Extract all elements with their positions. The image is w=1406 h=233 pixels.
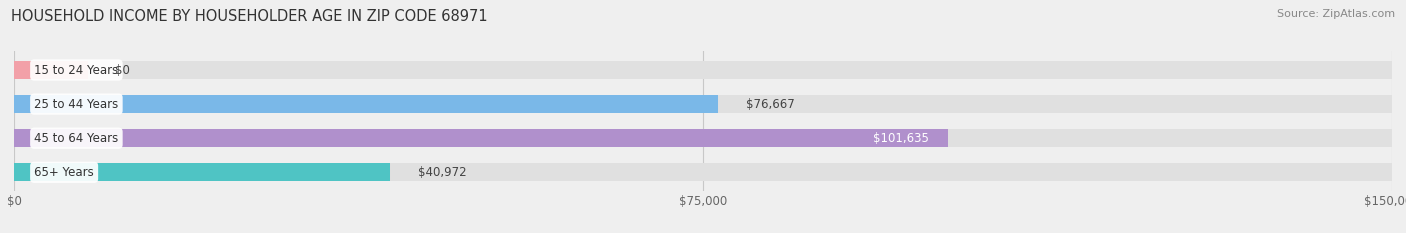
Bar — [14, 61, 1392, 79]
Bar — [14, 95, 718, 113]
Bar — [14, 129, 1392, 147]
Text: 65+ Years: 65+ Years — [34, 166, 94, 179]
Text: HOUSEHOLD INCOME BY HOUSEHOLDER AGE IN ZIP CODE 68971: HOUSEHOLD INCOME BY HOUSEHOLDER AGE IN Z… — [11, 9, 488, 24]
Text: 25 to 44 Years: 25 to 44 Years — [34, 98, 118, 111]
Text: Source: ZipAtlas.com: Source: ZipAtlas.com — [1277, 9, 1395, 19]
Text: $76,667: $76,667 — [745, 98, 794, 111]
Text: $40,972: $40,972 — [418, 166, 467, 179]
Bar — [14, 61, 87, 79]
Bar — [14, 95, 1392, 113]
Bar — [14, 129, 948, 147]
Text: $0: $0 — [115, 64, 129, 76]
Bar — [14, 163, 391, 181]
Text: $101,635: $101,635 — [873, 132, 929, 145]
Bar — [14, 163, 1392, 181]
Text: 15 to 24 Years: 15 to 24 Years — [34, 64, 118, 76]
Text: 45 to 64 Years: 45 to 64 Years — [34, 132, 118, 145]
